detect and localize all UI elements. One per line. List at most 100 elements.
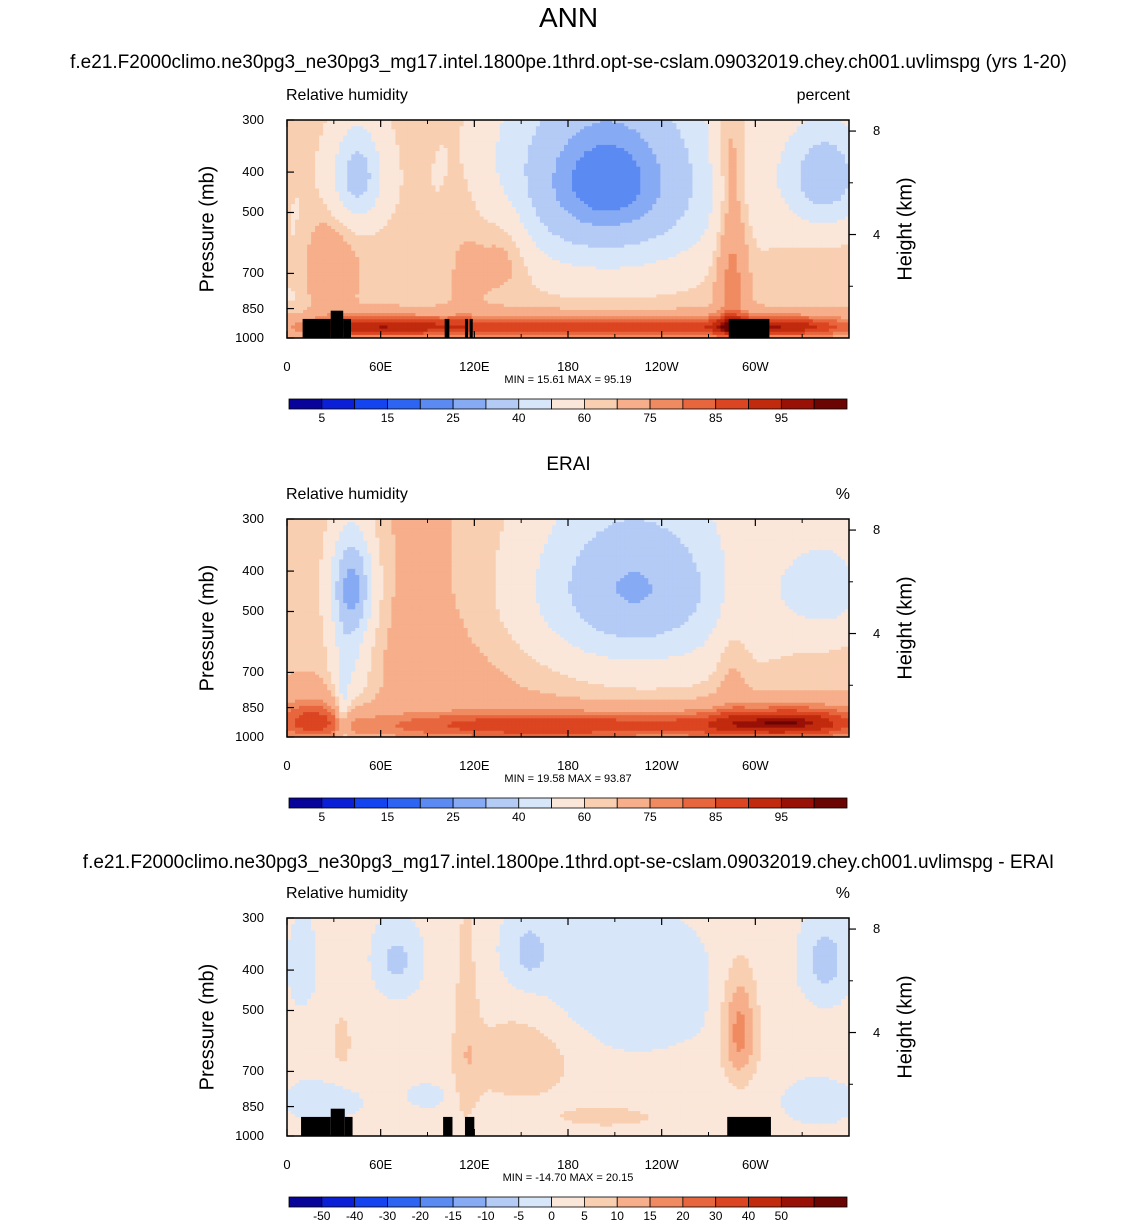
colorbar-label: 30 [709, 1209, 722, 1223]
panel-3 [286, 917, 856, 1208]
colorbar-label: 50 [775, 1209, 788, 1223]
colorbar-swatch [780, 398, 815, 410]
height-tick-label: 4 [873, 227, 880, 242]
colorbar-swatch [419, 797, 454, 809]
y-tick-label: 700 [0, 1063, 264, 1078]
colorbar-swatch [813, 1196, 848, 1208]
colorbar-swatch [387, 398, 421, 410]
topography-block [727, 1116, 771, 1136]
colorbar-swatch [387, 797, 421, 809]
x-tick-label: 60E [369, 359, 392, 374]
colorbar-label: 60 [578, 810, 591, 824]
y-tick-label: 700 [0, 265, 264, 280]
colorbar-label: 95 [775, 411, 788, 425]
colorbar-swatch [419, 398, 454, 410]
colorbar-swatch [551, 398, 585, 410]
topography-block [443, 1116, 453, 1136]
colorbar-swatch [682, 398, 717, 410]
topography-block [444, 318, 450, 338]
y-tick-label: 1000 [0, 729, 264, 744]
panel-3-title: f.e21.F2000climo.ne30pg3_ne30pg3_mg17.in… [0, 852, 1137, 874]
height-tick-label: 8 [873, 123, 880, 138]
x-tick-label: 60W [742, 758, 769, 773]
y-tick-label: 500 [0, 1002, 264, 1017]
panel-2 [286, 518, 856, 809]
colorbar-label: 40 [512, 411, 525, 425]
min-max-stats: MIN = 19.58 MAX = 93.87 [504, 773, 631, 785]
y-tick-label: 500 [0, 204, 264, 219]
height-tick-label: 4 [873, 626, 880, 641]
y-tick-label: 850 [0, 301, 264, 316]
x-tick-label: 120W [645, 758, 679, 773]
colorbar-swatch [485, 398, 520, 410]
y-tick-label: 1000 [0, 1128, 264, 1143]
topography-block [330, 310, 344, 338]
units-label: % [700, 486, 850, 504]
topography-block [469, 318, 473, 338]
colorbar-swatch [518, 797, 552, 809]
variable-label: Relative humidity [286, 87, 408, 105]
x-tick-label: 60W [742, 359, 769, 374]
colorbar-swatch [616, 797, 651, 809]
x-tick-label: 120E [459, 359, 489, 374]
colorbar-label: -5 [513, 1209, 524, 1223]
colorbar-swatch [813, 797, 848, 809]
x-tick-label: 60E [369, 1157, 392, 1172]
height-tick-label: 8 [873, 921, 880, 936]
units-label: % [700, 885, 850, 903]
colorbar-label: -30 [379, 1209, 396, 1223]
colorbar-swatch [354, 398, 388, 410]
panel-1-title: f.e21.F2000climo.ne30pg3_ne30pg3_mg17.in… [0, 52, 1137, 74]
colorbar-label: -10 [477, 1209, 494, 1223]
units-label: percent [700, 87, 850, 105]
colorbar-label: -15 [444, 1209, 461, 1223]
colorbar-swatch [616, 398, 651, 410]
colorbar-swatch [518, 1196, 552, 1208]
colorbar-swatch [551, 1196, 585, 1208]
main-title: ANN [0, 2, 1137, 34]
variable-label: Relative humidity [286, 486, 408, 504]
y-tick-label: 1000 [0, 330, 264, 345]
colorbar-label: 5 [318, 411, 325, 425]
colorbar-swatch [649, 797, 684, 809]
topography-block [464, 318, 469, 338]
colorbar-label: -40 [346, 1209, 363, 1223]
topography-block [302, 318, 331, 338]
x-tick-label: 180 [557, 1157, 579, 1172]
colorbar-label: 60 [578, 411, 591, 425]
colorbar-swatch [387, 1196, 421, 1208]
colorbar-label: 15 [381, 810, 394, 824]
colorbar-label: 40 [742, 1209, 755, 1223]
field-cells [287, 519, 849, 737]
colorbar-label: 15 [381, 411, 394, 425]
colorbar-swatch [288, 398, 323, 410]
colorbar-swatch [748, 398, 782, 410]
y-tick-label: 850 [0, 700, 264, 715]
topography-block [464, 1116, 475, 1136]
x-tick-label: 120E [459, 1157, 489, 1172]
y-tick-label: 300 [0, 910, 264, 925]
colorbar-swatch [649, 1196, 684, 1208]
x-tick-label: 120W [645, 359, 679, 374]
colorbar-label: 20 [676, 1209, 689, 1223]
colorbar-label: 40 [512, 810, 525, 824]
colorbar-swatch [288, 1196, 323, 1208]
min-max-stats: MIN = 15.61 MAX = 95.19 [504, 374, 631, 386]
colorbar-label: 85 [709, 411, 722, 425]
colorbar-swatch [584, 398, 618, 410]
y-tick-label: 400 [0, 563, 264, 578]
panel-2-title: ERAI [0, 454, 1137, 476]
colorbar-label: 95 [775, 810, 788, 824]
colorbar-label: 5 [581, 1209, 588, 1223]
colorbar-swatch [715, 797, 749, 809]
field-cells [287, 120, 849, 338]
colorbar-label: 15 [643, 1209, 656, 1223]
y-tick-label: 850 [0, 1099, 264, 1114]
height-tick-label: 8 [873, 522, 880, 537]
colorbar-swatch [682, 797, 717, 809]
colorbar-swatch [419, 1196, 454, 1208]
colorbar-label: 0 [548, 1209, 555, 1223]
colorbar-swatch [584, 797, 618, 809]
variable-label: Relative humidity [286, 885, 408, 903]
